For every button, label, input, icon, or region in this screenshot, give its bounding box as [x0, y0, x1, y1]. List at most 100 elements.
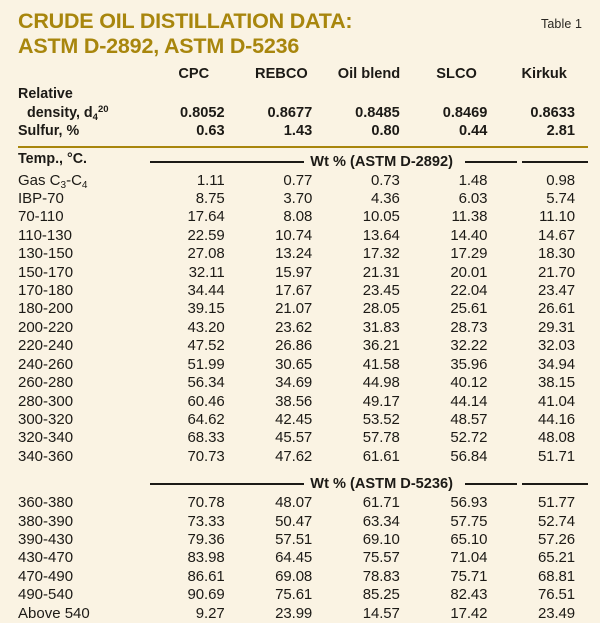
cell-oil-blend-0-11: 44.98: [362, 374, 400, 392]
cell-rebco-1-0: 48.07: [275, 494, 313, 512]
row-label-1-1: 380-390: [18, 512, 74, 530]
cell-kirkuk-0-12: 41.04: [537, 392, 575, 410]
cell-cpc-0-5: 32.11: [188, 263, 225, 281]
cell-kirkuk-0-1: 5.74: [546, 190, 575, 208]
cell-cpc-0-8: 43.20: [187, 318, 225, 336]
cell-slco-0-15: 56.84: [450, 447, 488, 465]
cell-rebco-0-15: 47.62: [275, 447, 313, 465]
cell-cpc-0-0: 1.11: [196, 171, 225, 189]
title-line-2: ASTM D-2892, ASTM D-5236: [18, 34, 300, 58]
cell-cpc-0-1: 8.75: [195, 190, 225, 208]
row-label-0-8: 200-220: [18, 318, 74, 336]
cell-oil-blend-0-6: 23.45: [362, 282, 400, 300]
row-label-0-1: IBP-70: [18, 190, 64, 208]
cell-oil-blend-1-6: 14.57: [362, 604, 400, 622]
cell-cpc-0-15: 70.73: [187, 447, 225, 465]
cell-rebco-0-11: 34.69: [275, 374, 313, 392]
relative-density-label-line2: density, d420: [18, 104, 150, 123]
cell-oil-blend-1-2: 69.10: [362, 530, 400, 548]
cell-kirkuk-0-3: 14.67: [537, 226, 575, 244]
cell-cpc-1-3: 83.98: [187, 549, 225, 567]
cell-rebco-0-0: 0.77: [283, 171, 313, 189]
cell-slco-1-6: 17.42: [450, 604, 488, 622]
cell-kirkuk-0-8: 29.31: [537, 318, 575, 336]
cell-cpc-0-9: 47.52: [187, 337, 225, 355]
row-label-1-6: Above 540: [18, 604, 90, 622]
row-label-0-13: 300-320: [18, 410, 74, 428]
sulfur-oil-blend: 0.80: [371, 123, 400, 140]
section-banner-cell-2: Wt % (ASTM D-5236): [150, 473, 588, 494]
row-label-1-5: 490-540: [18, 586, 74, 604]
banner-rule-left: [150, 483, 305, 486]
row-label-0-14: 320-340: [18, 429, 74, 447]
cell-slco-0-11: 40.12: [450, 374, 488, 392]
cell-slco-0-8: 28.73: [450, 318, 488, 336]
cell-cpc-1-1: 73.33: [187, 512, 225, 530]
cell-oil-blend-1-1: 63.34: [362, 512, 400, 530]
cell-cpc-1-4: 86.61: [187, 567, 225, 585]
title-block: CRUDE OIL DISTILLATION DATA: ASTM D-2892…: [0, 0, 600, 59]
row-label-1-2: 390-430: [18, 530, 74, 548]
cell-oil-blend-0-8: 31.83: [362, 318, 400, 336]
cell-rebco-0-9: 26.86: [275, 337, 313, 355]
table-header-row: CPC REBCO Oil blend SLCO Kirkuk: [18, 65, 588, 85]
relative-density-rebco: 0.8677: [267, 104, 313, 121]
cell-kirkuk-0-4: 18.30: [537, 245, 575, 263]
cell-rebco-0-6: 17.67: [275, 282, 313, 300]
cell-oil-blend-0-2: 10.05: [362, 208, 400, 226]
row-label-0-6: 170-180: [18, 282, 74, 300]
relative-density-slco: 0.8469: [442, 104, 488, 121]
row-label-0-3: 110-130: [18, 226, 72, 244]
cell-kirkuk-1-0: 51.77: [537, 494, 575, 512]
cell-oil-blend-1-5: 85.25: [362, 586, 400, 604]
cell-oil-blend-0-3: 13.64: [362, 226, 400, 244]
table-row: 300-320 64.62 42.45 53.52 48.57 44.16: [18, 411, 588, 429]
table-row: 340-360 70.73 47.62 61.61 56.84 51.71: [18, 448, 588, 466]
relative-density-label-text: density, d: [27, 104, 93, 121]
row-label-0-10: 240-260: [18, 355, 74, 373]
cell-oil-blend-0-13: 53.52: [362, 410, 400, 428]
cell-slco-0-12: 44.14: [450, 392, 488, 410]
cell-slco-0-13: 48.57: [450, 410, 488, 428]
cell-rebco-0-10: 30.65: [275, 355, 313, 373]
cell-slco-1-4: 75.71: [450, 567, 488, 585]
gas-label-middle: -C: [66, 171, 82, 189]
banner-rule-right: [522, 483, 588, 486]
cell-slco-0-14: 52.72: [450, 429, 488, 447]
cell-rebco-0-14: 45.57: [275, 429, 313, 447]
section-2-label-cell: [18, 473, 150, 494]
table-row: Relative: [18, 85, 588, 103]
cell-slco-1-0: 56.93: [450, 494, 488, 512]
cell-oil-blend-0-7: 28.05: [362, 300, 400, 318]
cell-kirkuk-1-3: 65.21: [537, 549, 575, 567]
banner-rule-mid: [465, 483, 517, 486]
row-label-1-3: 430-470: [18, 549, 74, 567]
cell-rebco-0-4: 13.24: [275, 245, 313, 263]
cell-cpc-0-3: 22.59: [187, 226, 225, 244]
cell-rebco-0-13: 42.45: [275, 410, 313, 428]
gas-label-prefix: Gas C: [18, 171, 61, 189]
column-header-rebco: REBCO: [255, 66, 308, 82]
table-row: 110-130 22.59 10.74 13.64 14.40 14.67: [18, 227, 588, 245]
cell-kirkuk-0-11: 38.15: [537, 374, 575, 392]
row-label-0-7: 180-200: [18, 300, 74, 318]
column-header-cpc: CPC: [178, 66, 210, 82]
cell-slco-0-7: 25.61: [450, 300, 488, 318]
cell-rebco-0-8: 23.62: [275, 318, 313, 336]
cell-cpc-0-4: 27.08: [187, 245, 225, 263]
relative-density-cpc: 0.8052: [179, 104, 225, 121]
row-label-0-0: Gas C3-C4: [18, 171, 150, 191]
row-label-1-4: 470-490: [18, 567, 74, 585]
cell-rebco-0-5: 15.97: [275, 263, 313, 281]
cell-cpc-0-7: 39.15: [187, 300, 225, 318]
cell-slco-0-3: 14.40: [450, 226, 488, 244]
table-row: 200-220 43.20 23.62 31.83 28.73 29.31: [18, 319, 588, 337]
sulfur-kirkuk: 2.81: [546, 123, 575, 140]
cell-cpc-0-13: 64.62: [187, 410, 225, 428]
cell-rebco-0-3: 10.74: [275, 226, 313, 244]
section-banner-cell-1: Wt % (ASTM D-2892): [150, 150, 588, 172]
row-label-1-0: 360-380: [18, 494, 74, 512]
table-row: 240-260 51.99 30.65 41.58 35.96 34.94: [18, 356, 588, 374]
section-banner-1: Wt % (ASTM D-2892): [150, 151, 588, 170]
